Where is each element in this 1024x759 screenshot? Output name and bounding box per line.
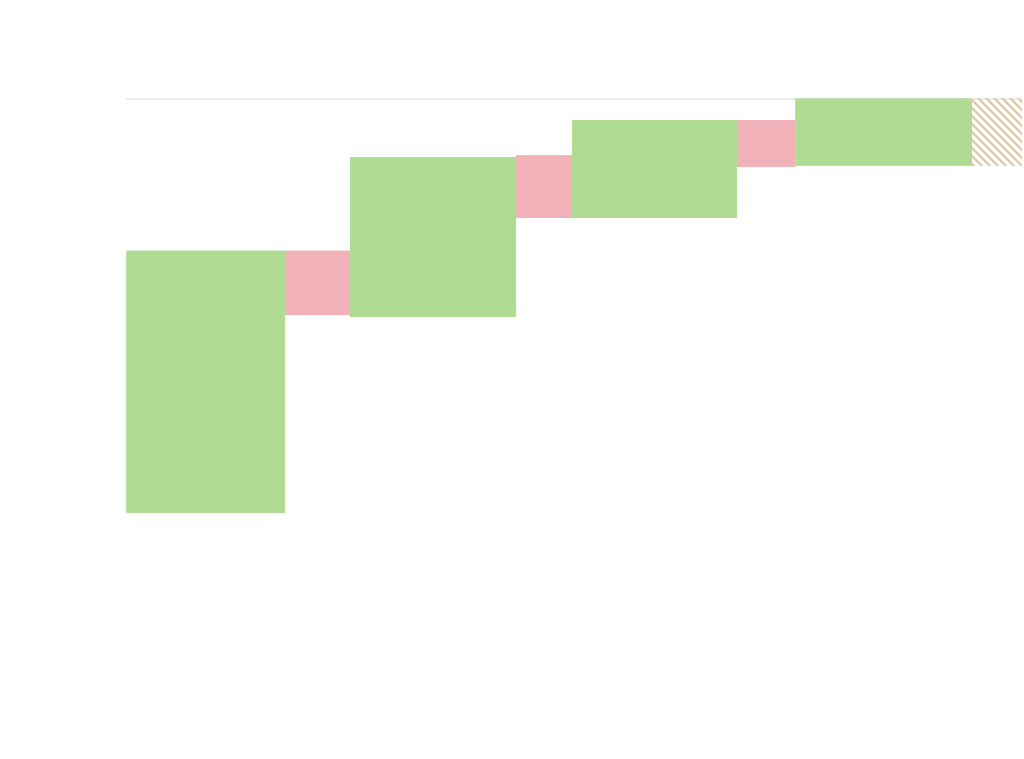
future-hatch-region (972, 98, 1022, 166)
bull-market-box (349, 156, 517, 318)
bull-market-box (795, 98, 973, 166)
bear-market-box (516, 155, 573, 219)
bear-market-box (736, 120, 796, 167)
bear-market-box (284, 250, 350, 316)
bull-market-box (126, 250, 285, 514)
bitcoin-cycles-chart (126, 98, 1022, 514)
bull-market-box (572, 120, 737, 219)
